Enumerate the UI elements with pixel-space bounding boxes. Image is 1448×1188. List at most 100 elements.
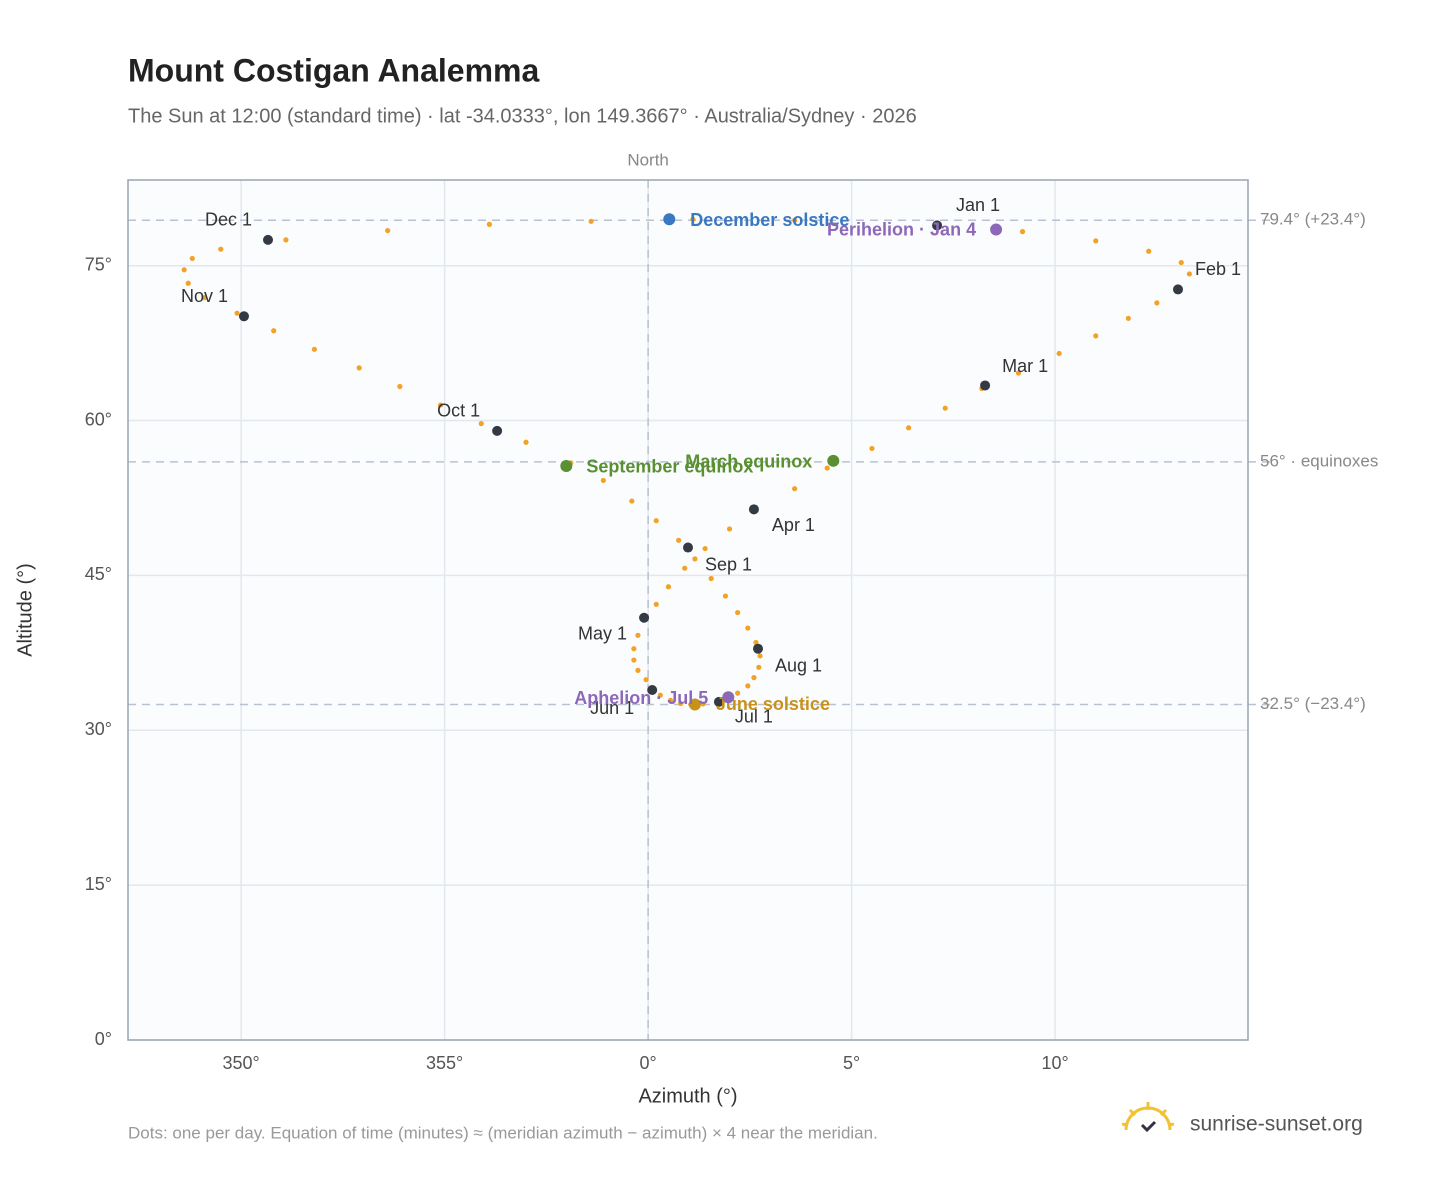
day-dot — [218, 246, 224, 252]
subtitle: The Sun at 12:00 (standard time) · lat -… — [128, 105, 917, 127]
day-dot — [792, 217, 798, 223]
day-dot — [667, 697, 674, 703]
month-marker — [647, 685, 658, 696]
day-dot — [437, 402, 444, 408]
month-marker — [683, 542, 693, 553]
day-dot — [201, 295, 208, 301]
reference-label: 56° · equinoxes — [1260, 451, 1378, 470]
plot-area — [128, 180, 1248, 1040]
day-dot — [1056, 350, 1062, 357]
event-label: Perihelion · Jan 4 — [827, 219, 976, 239]
x-tick-label: 350° — [223, 1053, 260, 1073]
footnote: Dots: one per day. Equation of time (min… — [128, 1123, 878, 1142]
day-dot — [397, 383, 403, 390]
day-dot — [189, 255, 195, 262]
chart-title: Mount Costigan Analemma — [128, 52, 539, 88]
north-label: North — [627, 150, 669, 169]
y-tick-label: 75° — [85, 254, 112, 274]
day-dot — [600, 477, 606, 484]
day-dot — [792, 486, 798, 492]
day-dot — [356, 365, 362, 371]
y-tick-label: 60° — [85, 409, 112, 429]
day-dot — [631, 646, 637, 652]
day-dot — [757, 653, 763, 659]
day-dot — [283, 237, 289, 243]
month-marker — [753, 643, 763, 654]
day-dot — [653, 601, 659, 607]
day-dot — [1146, 248, 1152, 254]
day-dot — [1019, 229, 1026, 235]
x-axis-label: Azimuth (°) — [638, 1085, 737, 1107]
day-dot — [1093, 238, 1099, 244]
event-marker — [722, 691, 735, 704]
y-tick-label: 15° — [85, 874, 112, 894]
y-tick-label: 45° — [85, 564, 112, 584]
x-tick-label: 5° — [843, 1053, 860, 1073]
day-dot — [271, 328, 277, 334]
day-dot — [523, 439, 529, 445]
day-dot — [1125, 315, 1131, 321]
day-dot — [824, 465, 830, 471]
month-marker — [639, 612, 650, 623]
day-dot — [722, 593, 729, 599]
day-dot — [631, 657, 637, 663]
brand: sunrise-sunset.org — [1190, 1113, 1363, 1136]
day-dot — [635, 667, 641, 673]
month-label: Jan 1 — [956, 195, 1000, 215]
day-dot — [665, 584, 672, 590]
event-marker — [990, 223, 1003, 236]
month-label: May 1 — [578, 623, 627, 643]
day-dot — [905, 425, 912, 431]
day-dot — [185, 280, 191, 286]
day-dot — [942, 405, 948, 411]
month-label: Jun 1 — [590, 698, 634, 718]
month-marker — [263, 234, 273, 245]
day-dot — [751, 675, 757, 681]
day-dot — [643, 677, 649, 683]
month-label: Aug 1 — [775, 655, 822, 675]
day-dot — [735, 690, 741, 696]
marks: Jan 1 Feb 1 Mar 1 Apr 1 May 1 Jun 1 Jul 1 Aug 1… — [181, 195, 1241, 726]
day-dot — [181, 267, 187, 273]
event-label: December solstice — [690, 210, 849, 230]
month-label: Mar 1 — [1002, 356, 1048, 376]
y-tick-label: 0° — [95, 1029, 112, 1049]
month-marker — [713, 696, 724, 707]
day-dot — [690, 216, 696, 222]
event-marker — [827, 454, 840, 467]
day-dot — [234, 310, 240, 316]
day-dot — [756, 664, 762, 670]
day-dot — [692, 556, 698, 562]
day-dot — [735, 609, 741, 616]
day-dot — [635, 632, 641, 638]
y-tick-label: 30° — [85, 719, 112, 739]
day-dot — [745, 625, 751, 631]
day-dot — [676, 537, 682, 543]
month-label: Nov 1 — [181, 286, 228, 306]
day-dot — [1015, 370, 1022, 376]
day-dot — [629, 498, 635, 504]
x-tick-label: 355° — [426, 1053, 463, 1073]
event-label: Aphelion · Jul 5 — [574, 688, 708, 708]
event-marker — [560, 459, 573, 472]
month-label: Jul 1 — [735, 707, 773, 727]
day-dot — [1186, 271, 1192, 277]
reference-label: 32.5° (−23.4°) — [1260, 694, 1366, 713]
day-dot — [588, 218, 594, 224]
month-marker — [932, 220, 943, 231]
day-dot — [653, 518, 659, 524]
day-dot — [657, 692, 663, 698]
month-label: Dec 1 — [205, 210, 252, 230]
day-dot — [478, 421, 484, 427]
day-dot — [708, 575, 714, 582]
month-label: Oct 1 — [437, 401, 480, 421]
month-marker — [238, 311, 249, 322]
day-dot — [700, 701, 706, 707]
event-marker — [688, 698, 701, 711]
reference-label: 79.4° (+23.4°) — [1260, 210, 1366, 229]
event-label: September equinox — [586, 457, 753, 477]
day-dot — [869, 445, 875, 452]
event-label: March equinox — [685, 452, 812, 472]
day-dot — [385, 227, 391, 234]
day-dot — [745, 683, 751, 689]
